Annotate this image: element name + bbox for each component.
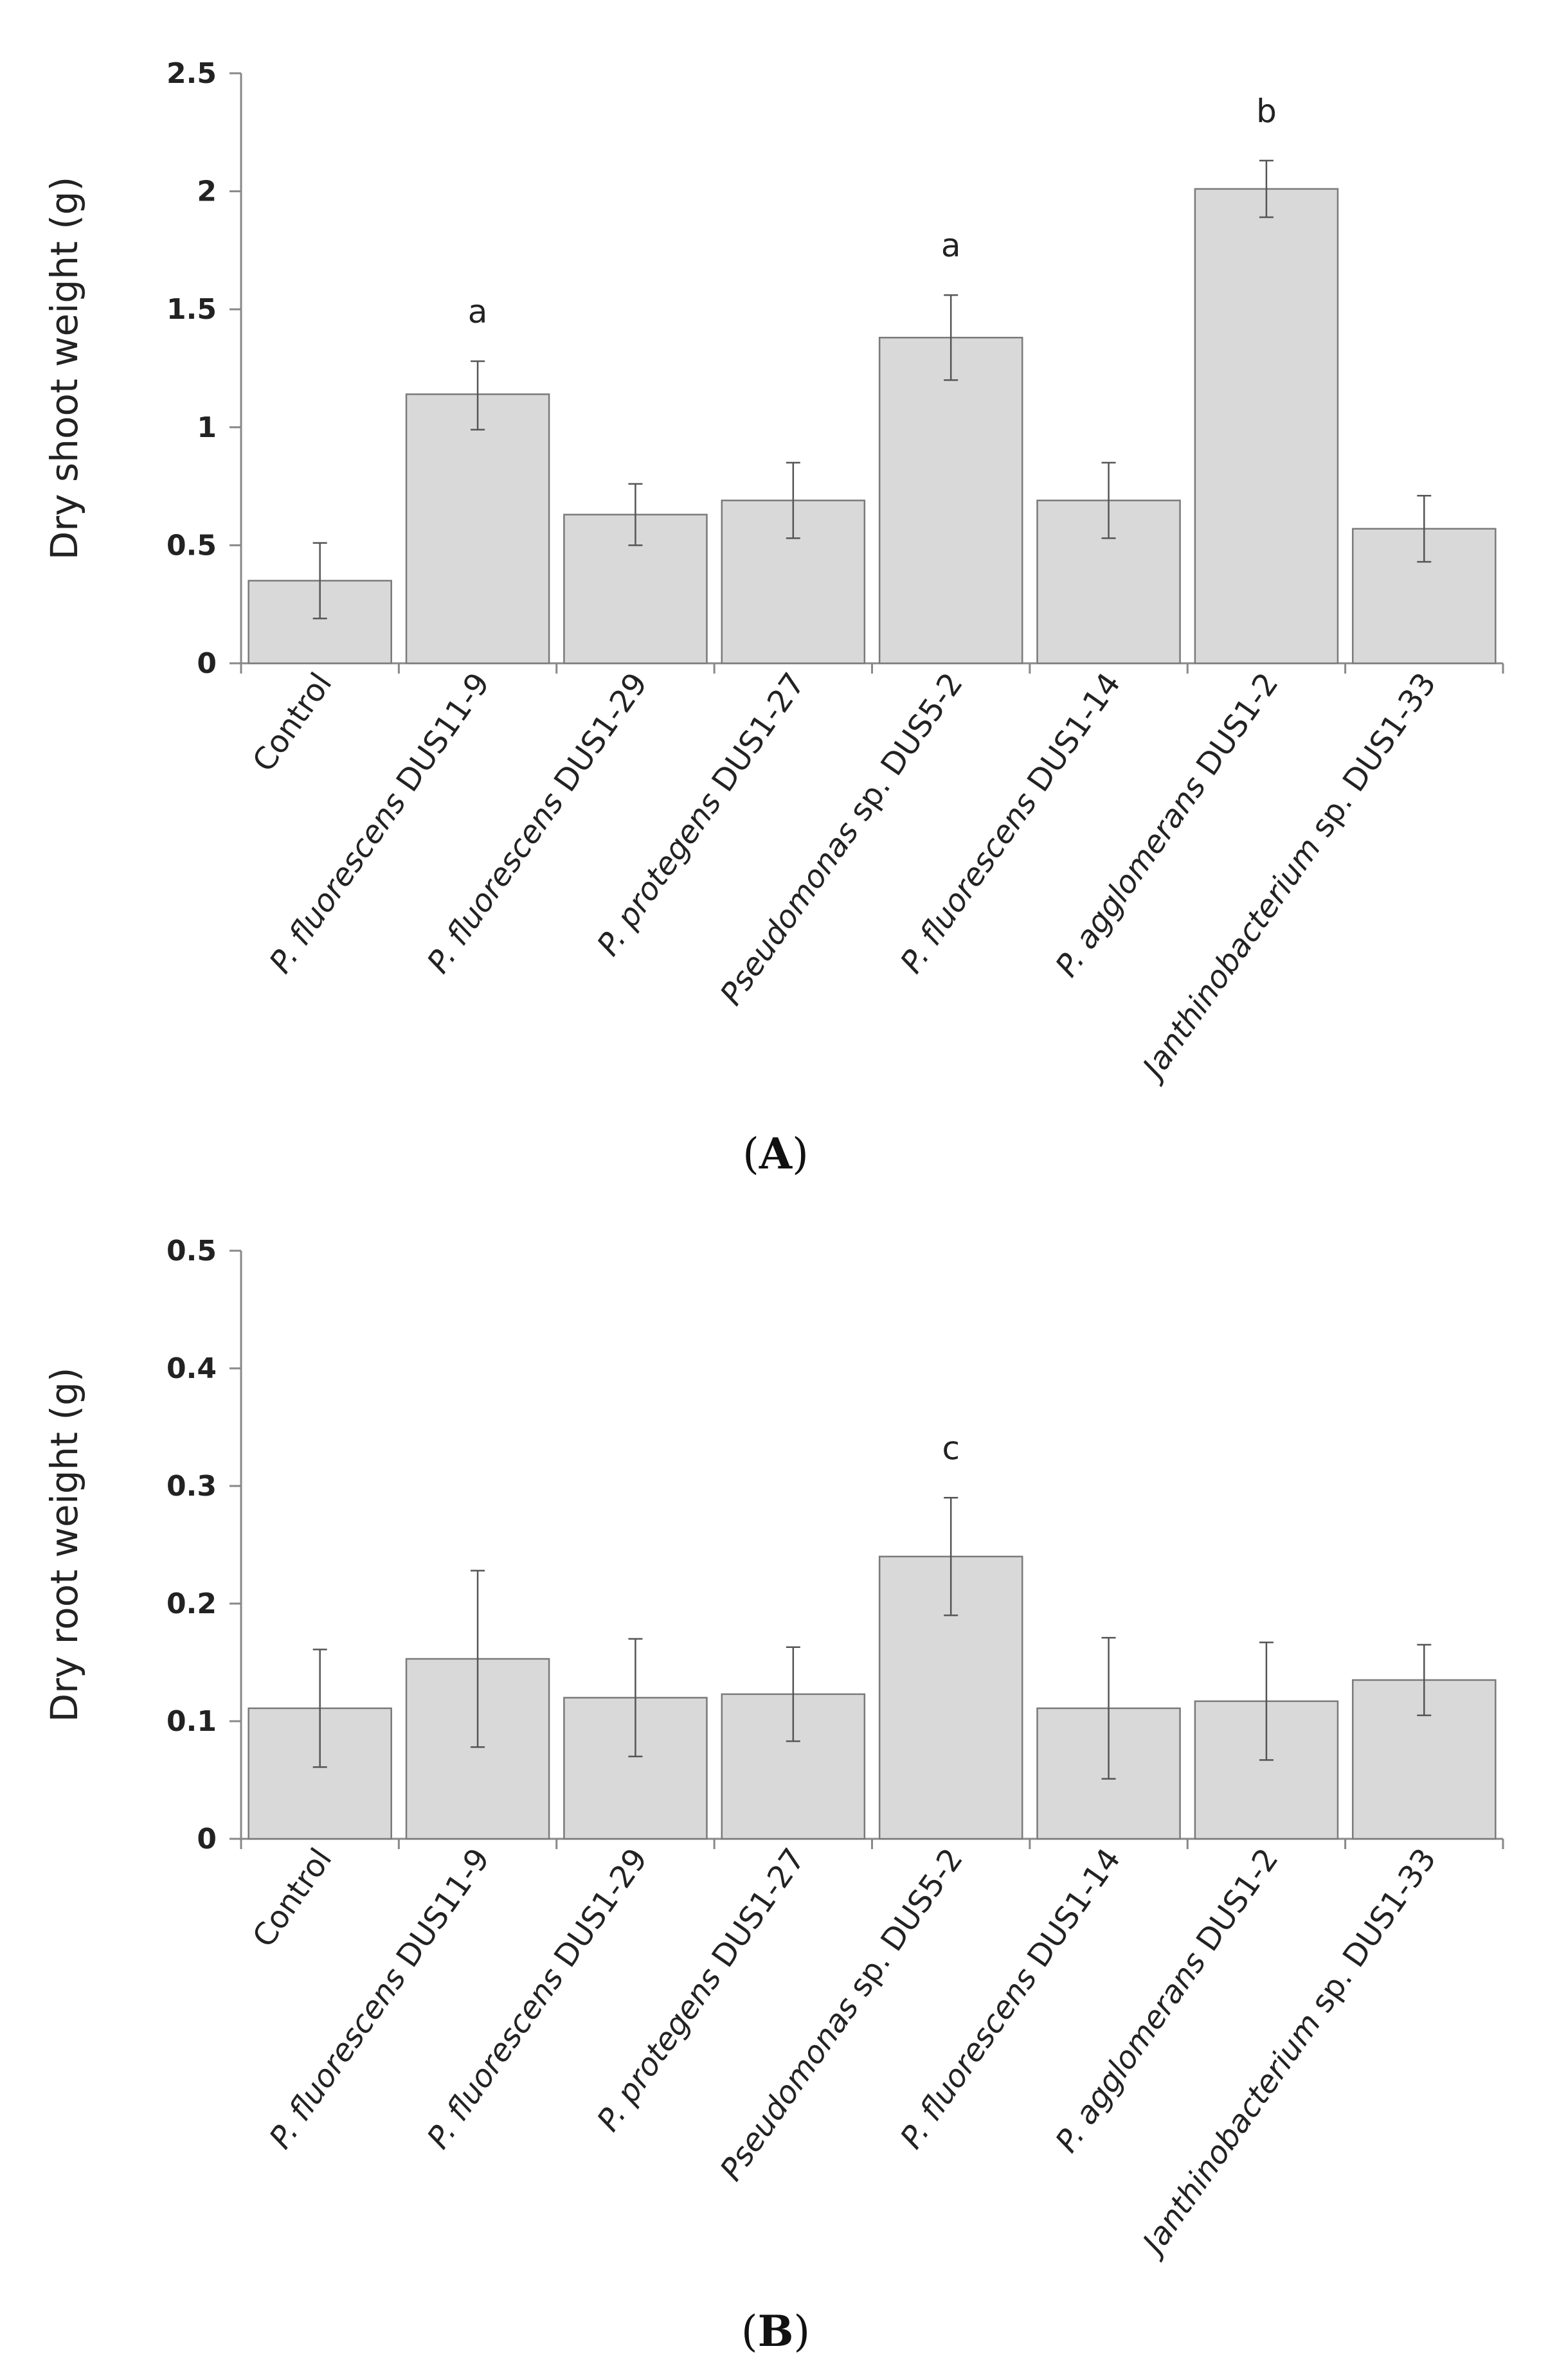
- category-label-part: P. protegens: [590, 786, 729, 963]
- chart-panel-b: 0 0.1 0.2 0.3 0.4 0.5 Dry root weight (g) Contr…: [42, 1235, 1504, 2264]
- bar: [1352, 528, 1497, 665]
- category-label-part: DUS1-2: [1184, 667, 1285, 791]
- chart-panel-a: 0 0.5 1 1.5 2 2.5 Dry shoot weight (g) Control a…: [42, 57, 1504, 1088]
- category-label-part: DUS1-27: [699, 667, 813, 807]
- y-tick-label: 0.1: [166, 1705, 217, 1738]
- category-label-part: P. fluorescens: [894, 786, 1045, 980]
- category-label-part: P. fluorescens: [420, 786, 571, 980]
- category-label-part: DUS1-29: [541, 1842, 654, 1982]
- category-label-part: Janthinobacterium: [1133, 2007, 1328, 2264]
- category-label-part: P. fluorescens: [262, 786, 413, 980]
- significance-label: c: [942, 1429, 960, 1467]
- category-label-part: sp. DUS1-33: [1299, 1842, 1443, 2027]
- category-label-part: DUS1-14: [1014, 667, 1128, 807]
- y-tick-label: 1: [197, 411, 217, 444]
- significance-label: b: [1256, 93, 1277, 130]
- y-tick-label: 0.5: [166, 1235, 217, 1267]
- category-label-part: DUS1-2: [1184, 1842, 1285, 1966]
- category-label-part: DUS11-9: [384, 1842, 497, 1982]
- category-label: Janthinobacterium sp. DUS1-33: [1133, 667, 1443, 1088]
- bar: [878, 337, 1023, 665]
- category-label-part: Pseudomonas: [713, 1991, 866, 2187]
- category-label-part: P. fluorescens: [894, 1962, 1045, 2156]
- category-label-part: P. agglomerans: [1048, 769, 1213, 983]
- category-label: Janthinobacterium sp. DUS1-33: [1133, 1842, 1443, 2264]
- category-label-part: sp. DUS5-2: [836, 667, 970, 836]
- category-label: Control: [246, 1842, 339, 1954]
- y-tick-label: 1.5: [166, 293, 217, 326]
- category-label-part: DUS11-9: [384, 667, 497, 807]
- category-label-part: P. protegens: [590, 1962, 729, 2138]
- y-tick-label: 0: [197, 647, 217, 680]
- y-tick-label: 0.5: [166, 529, 217, 562]
- y-tick-label: 0: [197, 1823, 217, 1856]
- category-label-part: Pseudomonas: [713, 815, 866, 1012]
- y-tick-label: 2.5: [166, 57, 217, 90]
- category-label-part: DUS1-29: [541, 667, 654, 807]
- panel-label-a: (A): [742, 1129, 809, 1179]
- category-label-part: DUS1-27: [699, 1842, 813, 1982]
- category-label-part: Control: [246, 1842, 339, 1954]
- panel-label-b: (B): [741, 2306, 810, 2356]
- category-label: Control: [246, 667, 339, 778]
- significance-label: a: [941, 227, 961, 264]
- y-tick-label: 2: [197, 175, 217, 208]
- category-label-part: Janthinobacterium: [1133, 831, 1328, 1088]
- category-label-part: P. fluorescens: [420, 1962, 571, 2156]
- y-axis-title: Dry root weight (g): [42, 1367, 86, 1722]
- y-tick-label: 0.4: [166, 1352, 217, 1385]
- category-label-part: P. agglomerans: [1048, 1945, 1213, 2159]
- bar: [1194, 188, 1339, 665]
- y-tick-label: 0.3: [166, 1470, 217, 1503]
- category-label-part: P. fluorescens: [262, 1962, 413, 2156]
- category-label-part: sp. DUS1-33: [1299, 667, 1443, 852]
- category-label-part: Control: [246, 667, 339, 778]
- y-tick-label: 0.2: [166, 1588, 217, 1620]
- category-label-part: sp. DUS5-2: [836, 1842, 970, 2011]
- significance-label: a: [468, 293, 488, 330]
- y-axis-title: Dry shoot weight (g): [42, 177, 86, 560]
- category-label-part: DUS1-14: [1014, 1842, 1128, 1982]
- bar: [405, 393, 550, 665]
